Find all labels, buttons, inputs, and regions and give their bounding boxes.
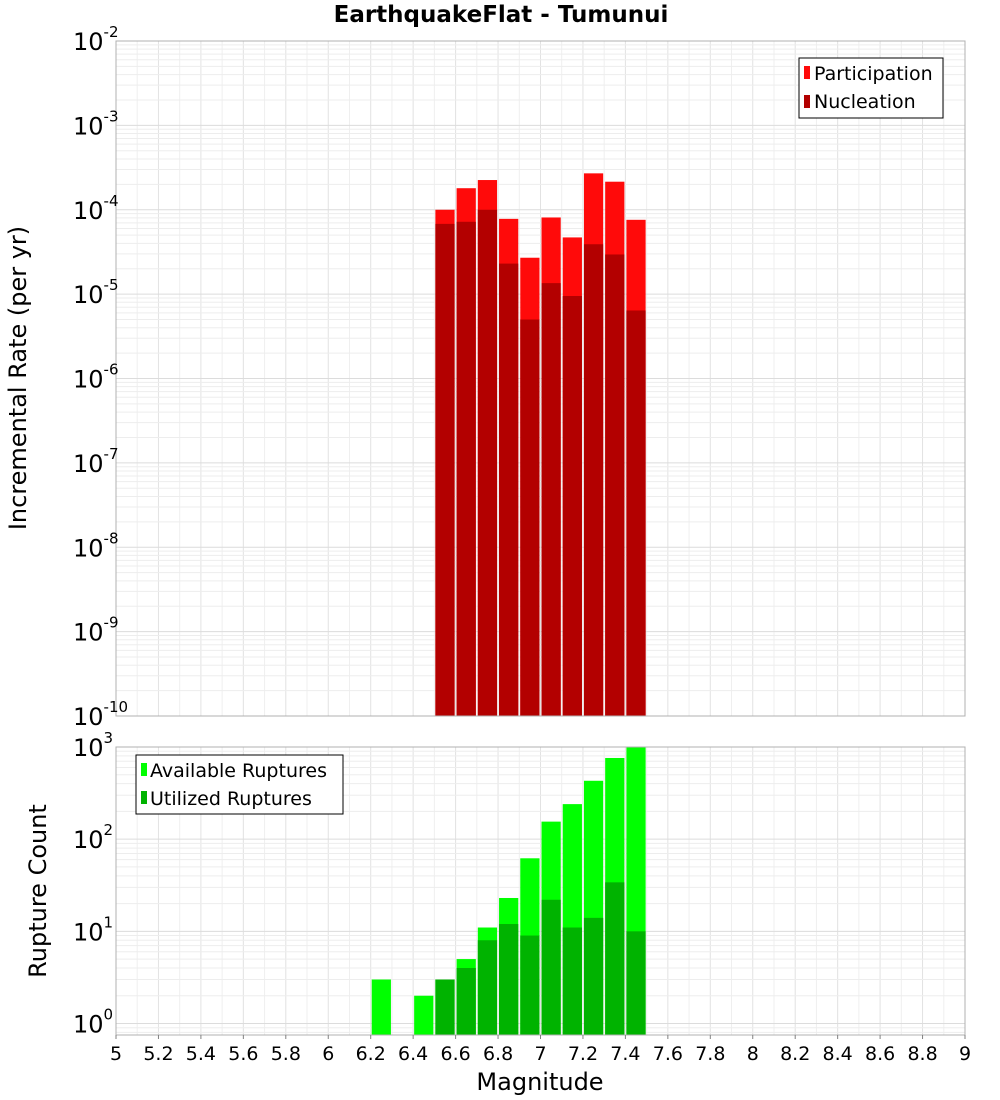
x-tick-label: 6.2 bbox=[356, 1043, 386, 1065]
bottom-bar-available-ruptures bbox=[371, 979, 391, 1035]
bottom-y-tick-label: 103 bbox=[73, 729, 113, 762]
x-tick-label: 7.4 bbox=[610, 1043, 640, 1065]
x-tick-label: 6 bbox=[322, 1043, 334, 1065]
bottom-bar-utilized-ruptures bbox=[541, 899, 561, 1035]
bottom-bar-utilized-ruptures bbox=[456, 967, 476, 1035]
top-y-tick-label: 10-8 bbox=[73, 529, 119, 562]
legend-label-available-ruptures: Available Ruptures bbox=[150, 760, 327, 782]
x-tick-label: 6.8 bbox=[483, 1043, 513, 1065]
bottom-bar-utilized-ruptures bbox=[562, 927, 582, 1035]
legend-label-utilized-ruptures: Utilized Ruptures bbox=[150, 788, 312, 810]
top-bar-nucleation bbox=[456, 221, 476, 716]
top-bar-nucleation bbox=[541, 283, 561, 716]
x-tick-label: 8.8 bbox=[907, 1043, 937, 1065]
top-bar-nucleation bbox=[520, 319, 540, 716]
top-y-tick-label: 10-10 bbox=[73, 698, 128, 731]
x-tick-label: 5.6 bbox=[228, 1043, 258, 1065]
x-tick-label: 9 bbox=[959, 1043, 971, 1065]
x-axis-label: Magnitude bbox=[476, 1068, 603, 1096]
top-bars bbox=[435, 173, 646, 717]
bottom-grid bbox=[115, 746, 966, 1035]
top-y-tick-label: 10-4 bbox=[73, 192, 119, 225]
x-tick-label: 8.6 bbox=[865, 1043, 895, 1065]
x-tick-label: 8.4 bbox=[823, 1043, 853, 1065]
bottom-bar-utilized-ruptures bbox=[435, 979, 455, 1035]
top-bar-nucleation bbox=[583, 244, 604, 717]
top-plot-border bbox=[115, 40, 966, 717]
bottom-x-ticks: 5 5.2 5.4 5.6 5.8 6 6.2 6.4 6.6 6.8 7 7.2 7.4 7.6 7.8 8… bbox=[110, 1035, 971, 1065]
x-tick-label: 5.8 bbox=[271, 1043, 301, 1065]
top-y-axis-label: Incremental Rate (per yr) bbox=[4, 226, 32, 530]
legend-swatch-utilized-ruptures bbox=[141, 791, 147, 804]
top-y-tick-label: 10-9 bbox=[73, 614, 119, 647]
bottom-bars bbox=[371, 747, 646, 1035]
bottom-y-tick-label: 101 bbox=[73, 913, 113, 946]
bottom-bar-utilized-ruptures bbox=[477, 940, 498, 1035]
legend-label-nucleation: Nucleation bbox=[814, 91, 916, 113]
bottom-legend-box bbox=[135, 754, 344, 815]
top-y-ticks: 10-10 10-9 10-8 10-7 10-6 10-5 10-4 10-3 10-2 bbox=[73, 23, 128, 731]
top-y-tick-label: 10-2 bbox=[73, 23, 119, 56]
top-bar-nucleation bbox=[605, 254, 625, 716]
bottom-plot: 100 101 102 103 5 5.2 5.4 5.6 5.8 6 6.2 6.4 6.6 6.8 7… bbox=[24, 729, 971, 1096]
x-tick-label: 7.6 bbox=[653, 1043, 683, 1065]
x-tick-label: 8 bbox=[747, 1043, 759, 1065]
x-tick-label: 6.6 bbox=[440, 1043, 470, 1065]
top-y-tick-label: 10-3 bbox=[73, 107, 119, 140]
legend-swatch-available-ruptures bbox=[141, 763, 147, 776]
x-tick-label: 8.2 bbox=[780, 1043, 810, 1065]
legend-label-participation: Participation bbox=[814, 63, 933, 85]
top-bar-nucleation bbox=[435, 223, 455, 716]
bottom-y-axis-label: Rupture Count bbox=[24, 804, 52, 978]
bottom-y-tick-label: 102 bbox=[73, 821, 113, 854]
top-y-tick-label: 10-6 bbox=[73, 361, 119, 394]
legend-swatch-participation bbox=[804, 66, 810, 79]
bottom-bar-utilized-ruptures bbox=[520, 935, 540, 1035]
top-bar-nucleation bbox=[477, 209, 498, 716]
top-y-tick-label: 10-7 bbox=[73, 445, 119, 478]
top-grid bbox=[115, 40, 966, 717]
bottom-bar-utilized-ruptures bbox=[499, 924, 519, 1035]
top-y-tick-label: 10-5 bbox=[73, 276, 119, 309]
x-tick-label: 7 bbox=[534, 1043, 546, 1065]
chart-title: EarthquakeFlat - Tumunui bbox=[334, 2, 669, 28]
bottom-legend: Available Ruptures Utilized Ruptures bbox=[135, 754, 344, 815]
bottom-bar-available-ruptures bbox=[414, 995, 434, 1035]
bottom-bar-utilized-ruptures bbox=[626, 931, 646, 1035]
top-legend-box bbox=[798, 57, 944, 119]
top-plot: 10-10 10-9 10-8 10-7 10-6 10-5 10-4 10-3 10-2 In… bbox=[4, 23, 966, 731]
x-tick-label: 7.2 bbox=[568, 1043, 598, 1065]
x-tick-label: 5.2 bbox=[143, 1043, 173, 1065]
bottom-y-tick-label: 100 bbox=[73, 1005, 113, 1038]
top-bar-nucleation bbox=[499, 263, 519, 716]
top-bar-nucleation bbox=[626, 310, 646, 716]
x-tick-label: 6.4 bbox=[398, 1043, 428, 1065]
x-tick-label: 5 bbox=[110, 1043, 122, 1065]
bottom-bar-utilized-ruptures bbox=[605, 882, 625, 1035]
legend-swatch-nucleation bbox=[804, 95, 810, 108]
x-tick-label: 7.8 bbox=[695, 1043, 725, 1065]
bottom-bar-utilized-ruptures bbox=[583, 917, 604, 1035]
top-bar-nucleation bbox=[562, 296, 582, 716]
x-tick-label: 5.4 bbox=[186, 1043, 216, 1065]
top-legend: Participation Nucleation bbox=[798, 57, 944, 119]
bottom-y-ticks: 100 101 102 103 bbox=[73, 729, 113, 1038]
